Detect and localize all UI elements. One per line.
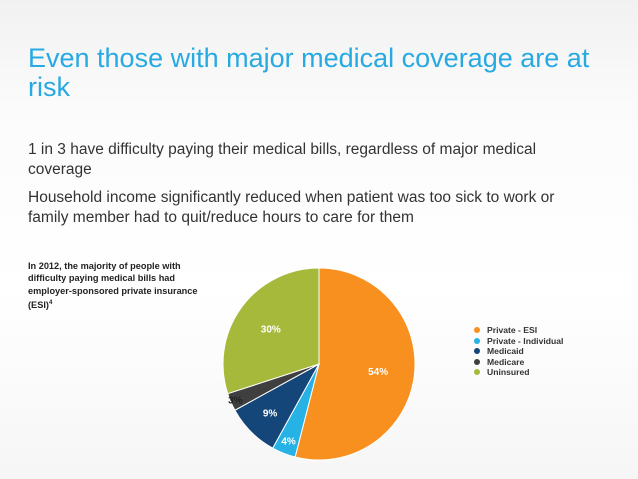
caption-footnote: 4 — [48, 299, 53, 306]
pie-data-label: 9% — [263, 408, 278, 419]
legend-label: Private - Individual — [487, 335, 564, 346]
legend-label: Medicaid — [487, 346, 524, 357]
slide-title: Even those with major medical coverage a… — [28, 43, 590, 102]
bullet-list: 1 in 3 have difficulty paying their medi… — [28, 140, 588, 236]
chart-legend: Private - ESI Private - Individual Medicai… — [474, 325, 563, 378]
pie-slice-uninsured — [222, 267, 320, 395]
pie-data-label: 54% — [368, 367, 388, 378]
legend-item: Medicare — [474, 357, 563, 368]
legend-swatch — [474, 348, 480, 355]
chart-caption-text: In 2012, the majority of people with dif… — [28, 261, 198, 310]
legend-item: Medicaid — [474, 346, 563, 357]
legend-swatch — [474, 369, 480, 376]
legend-label: Private - ESI — [487, 325, 538, 336]
bullet-2: Household income significantly reduced w… — [28, 189, 555, 226]
legend-item: Uninsured — [474, 367, 563, 378]
pie-data-label: 30% — [261, 325, 281, 336]
pie-data-label: 3% — [228, 396, 243, 407]
pie-slice-private-esi — [294, 267, 416, 461]
legend-item: Private - Individual — [474, 336, 563, 347]
bullet-1: 1 in 3 have difficulty paying their medi… — [28, 141, 537, 178]
legend-swatch — [474, 358, 480, 365]
legend-swatch — [474, 327, 480, 334]
chart-caption: In 2012, the majority of people with dif… — [28, 260, 208, 311]
legend-label: Uninsured — [487, 367, 530, 378]
legend-swatch — [474, 337, 480, 344]
legend-item: Private - ESI — [474, 325, 563, 336]
legend-label: Medicare — [487, 356, 525, 367]
pie-data-label: 4% — [281, 436, 296, 447]
